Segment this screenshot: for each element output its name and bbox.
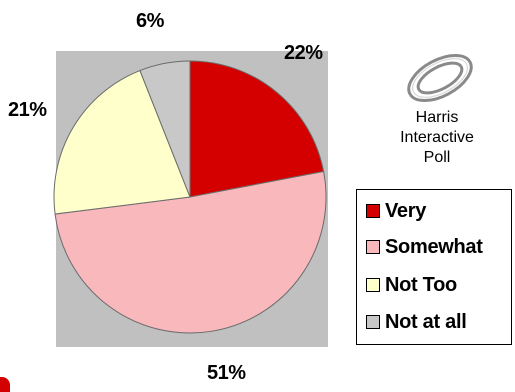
- data-label-somewhat: 51%: [207, 362, 246, 384]
- legend-item-not-at-all: Not at all: [366, 310, 467, 334]
- corner-decoration: [0, 377, 10, 392]
- data-label-not-too: 21%: [8, 99, 47, 121]
- legend-swatch-not-at-all: [366, 315, 380, 329]
- data-label-very: 22%: [284, 42, 323, 64]
- data-label-not-at-all: 6%: [136, 10, 164, 32]
- logo-line-3: Poll: [423, 149, 451, 166]
- logo-line-1: Harris: [415, 109, 459, 126]
- legend-swatch-not-too: [366, 278, 380, 292]
- legend-item-not-too: Not Too: [366, 273, 457, 297]
- pie-slice-not-too: [53, 69, 191, 215]
- legend-swatch-somewhat: [366, 240, 380, 254]
- legend: Very Somewhat Not Too Not at all: [356, 189, 512, 345]
- legend-label-very: Very: [385, 199, 427, 222]
- harris-rings-icon: [407, 53, 473, 103]
- pie-slice-somewhat: [54, 170, 327, 334]
- legend-swatch-very: [366, 204, 380, 218]
- logo-caption: Harris Interactive Poll: [372, 108, 502, 168]
- pie-slice-not-at-all: [139, 60, 191, 198]
- legend-item-somewhat: Somewhat: [366, 235, 483, 259]
- legend-label-not-at-all: Not at all: [385, 310, 467, 333]
- legend-label-not-too: Not Too: [385, 273, 457, 296]
- pie-slice-very: [189, 60, 325, 198]
- logo-line-2: Interactive: [400, 129, 474, 146]
- legend-item-very: Very: [366, 199, 426, 223]
- legend-label-somewhat: Somewhat: [385, 235, 483, 258]
